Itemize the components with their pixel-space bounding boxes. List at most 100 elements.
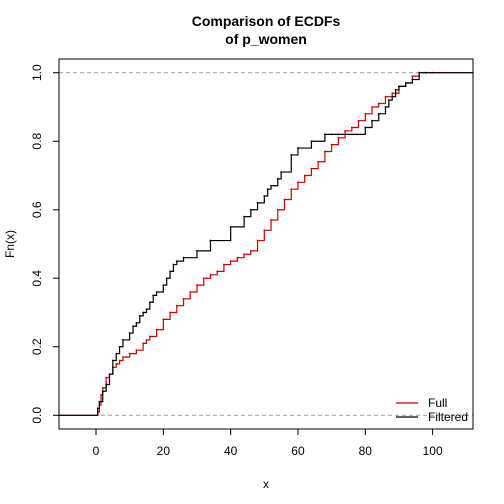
series-filtered-point bbox=[324, 133, 326, 136]
series-filtered-point bbox=[128, 332, 131, 334]
series-full-point bbox=[290, 188, 293, 191]
reference-lines bbox=[59, 72, 473, 416]
series-full-point bbox=[145, 339, 148, 341]
series-full-point bbox=[223, 263, 225, 266]
series-full-point bbox=[330, 143, 333, 146]
series-full-point bbox=[125, 356, 128, 358]
series-full-point bbox=[249, 249, 252, 252]
series-full-point bbox=[310, 167, 313, 170]
series-filtered-point bbox=[229, 225, 232, 228]
series-full-point bbox=[337, 136, 340, 139]
series-filtered-point bbox=[148, 301, 151, 304]
series-filtered-point bbox=[256, 201, 259, 204]
series-full-point bbox=[169, 311, 171, 314]
series-filtered-point bbox=[118, 345, 121, 348]
series-full-point bbox=[128, 352, 131, 355]
series-filtered-point bbox=[424, 71, 427, 74]
series-full-point bbox=[162, 318, 165, 321]
series-full-point bbox=[105, 376, 108, 379]
series-full-point bbox=[142, 342, 145, 345]
legend-label-full: Full bbox=[428, 396, 447, 410]
series-filtered-point bbox=[384, 106, 387, 108]
series-full-point bbox=[115, 363, 118, 365]
y-tick-label: 1.0 bbox=[30, 64, 44, 81]
series-filtered-point bbox=[371, 119, 373, 122]
series-filtered-point bbox=[172, 263, 175, 266]
x-tick-label: 100 bbox=[423, 444, 443, 458]
series-full-point bbox=[270, 219, 272, 221]
series-filtered-point bbox=[243, 215, 246, 218]
series-full-point bbox=[202, 277, 205, 280]
series-filtered-point bbox=[175, 260, 178, 263]
series-filtered-point bbox=[196, 249, 198, 252]
series-filtered-point bbox=[418, 71, 421, 74]
series-filtered-point bbox=[122, 339, 124, 341]
series-full-point bbox=[209, 273, 212, 276]
x-tick-label: 80 bbox=[359, 444, 373, 458]
series-filtered-point bbox=[101, 390, 104, 393]
y-tick-label: 0.8 bbox=[30, 133, 44, 150]
series-filtered-point bbox=[105, 383, 108, 386]
y-axis: 0.0 0.2 0.4 0.6 0.8 1.0 bbox=[30, 64, 60, 424]
series-full-point bbox=[122, 356, 124, 358]
series-filtered-point bbox=[115, 352, 118, 355]
series-full-point bbox=[229, 260, 232, 263]
series-filtered-point bbox=[142, 311, 145, 314]
series-full-point bbox=[236, 256, 239, 259]
series-full-point bbox=[118, 359, 121, 362]
x-tick-label: 40 bbox=[224, 444, 238, 458]
series-full-point bbox=[101, 386, 104, 389]
series-filtered-point bbox=[165, 277, 168, 280]
series-full-point bbox=[196, 284, 198, 287]
series-full-point bbox=[263, 229, 266, 232]
chart-title-line-1: Comparison of ECDFs bbox=[192, 13, 341, 29]
y-tick-label: 0.2 bbox=[30, 338, 44, 355]
x-tick-label: 20 bbox=[157, 444, 171, 458]
series-full-point bbox=[303, 174, 306, 177]
series-full-point bbox=[100, 393, 102, 396]
series-layer bbox=[59, 71, 473, 416]
series-filtered-point bbox=[135, 321, 138, 324]
series-full-point bbox=[276, 208, 279, 211]
series-filtered-point bbox=[270, 184, 272, 187]
series-filtered-point bbox=[297, 147, 299, 149]
series-full-point bbox=[283, 198, 286, 201]
series-full-step-line bbox=[59, 72, 473, 416]
series-filtered-point bbox=[138, 315, 141, 317]
x-tick-label: 60 bbox=[291, 444, 305, 458]
plot-frame bbox=[58, 58, 474, 430]
series-filtered-point bbox=[350, 133, 353, 136]
series-full-point bbox=[135, 349, 138, 352]
series-filtered-point bbox=[394, 88, 397, 91]
y-tick-label: 0.6 bbox=[30, 201, 44, 218]
series-filtered-point bbox=[276, 178, 279, 180]
chart-title: Comparison of ECDFs of p_women bbox=[192, 13, 341, 47]
series-full-point bbox=[350, 126, 353, 129]
series-filtered-point bbox=[280, 171, 283, 173]
series-filtered-point bbox=[411, 78, 414, 81]
series-full-point bbox=[182, 297, 185, 300]
series-full-point bbox=[377, 102, 380, 105]
chart-title-line-2: of p_women bbox=[225, 31, 307, 47]
series-filtered-point bbox=[404, 82, 407, 84]
series-filtered-point bbox=[132, 325, 134, 328]
series-full-point bbox=[364, 112, 367, 115]
series-filtered-point bbox=[310, 140, 313, 143]
y-tick-label: 0.4 bbox=[30, 270, 44, 287]
series-filtered-step-line bbox=[59, 72, 473, 416]
series-full-point bbox=[148, 335, 151, 338]
series-full-point bbox=[371, 106, 373, 108]
series-full-point bbox=[216, 270, 219, 273]
series-filtered-point bbox=[337, 133, 340, 136]
series-filtered-point bbox=[162, 284, 165, 287]
series-filtered-point bbox=[377, 112, 380, 115]
series-filtered-point bbox=[152, 294, 155, 297]
series-filtered-point bbox=[169, 270, 171, 273]
series-full-point bbox=[155, 328, 158, 331]
series-filtered-point bbox=[108, 373, 111, 376]
series-filtered-point bbox=[145, 308, 148, 310]
series-full-point bbox=[297, 181, 299, 184]
series-filtered-point bbox=[266, 188, 269, 191]
series-filtered-point bbox=[290, 154, 293, 156]
